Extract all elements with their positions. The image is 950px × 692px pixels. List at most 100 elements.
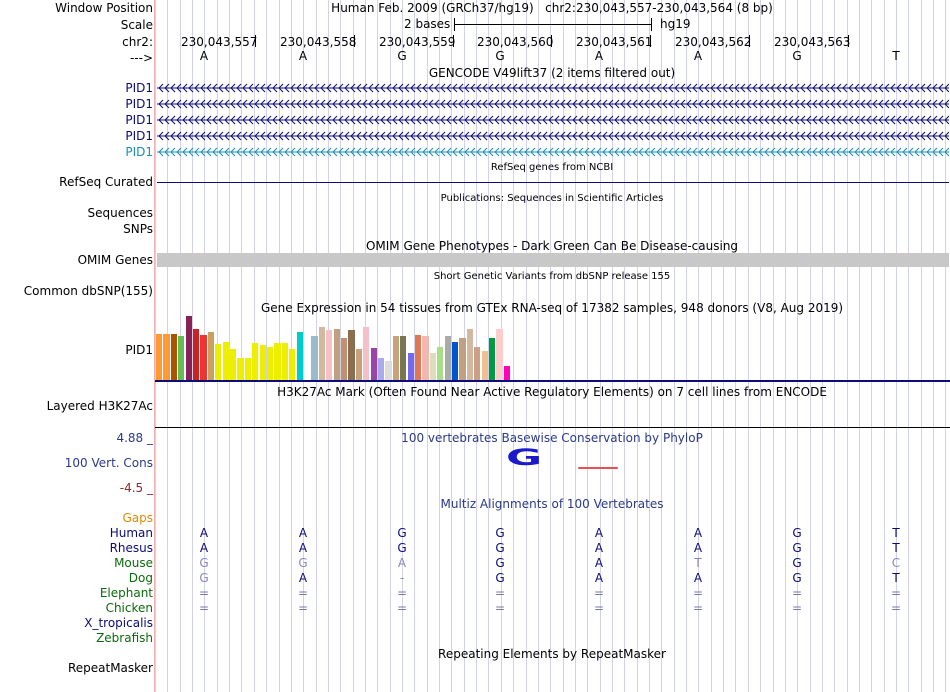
gtex-tissue-bar[interactable] bbox=[348, 330, 355, 380]
grid-line bbox=[637, 0, 638, 692]
gencode-transcript[interactable] bbox=[157, 131, 949, 141]
grid-line bbox=[192, 0, 193, 692]
gtex-tissue-bar[interactable] bbox=[355, 349, 363, 380]
conservation-logo-letter[interactable]: G bbox=[505, 446, 543, 471]
ruler-coordinate: 230,043,562 bbox=[675, 35, 752, 49]
scale-label: Scale bbox=[120, 18, 153, 32]
gtex-tissue-bar[interactable] bbox=[400, 336, 407, 380]
gtex-tissue-bar[interactable] bbox=[259, 345, 266, 380]
gencode-transcript[interactable] bbox=[157, 83, 949, 93]
gtex-tissue-bar[interactable] bbox=[333, 329, 340, 380]
gtex-tissue-bar[interactable] bbox=[407, 353, 414, 380]
gtex-label[interactable]: PID1 bbox=[125, 343, 153, 357]
gtex-tissue-bar[interactable] bbox=[311, 336, 318, 380]
gtex-tissue-bar[interactable] bbox=[289, 349, 296, 380]
gtex-tissue-bar[interactable] bbox=[163, 334, 170, 380]
gtex-tissue-bar[interactable] bbox=[326, 330, 333, 380]
species-label[interactable]: Zebrafish bbox=[96, 631, 153, 645]
dbsnp-title: Short Genetic Variants from dbSNP releas… bbox=[433, 271, 671, 282]
gtex-tissue-bar[interactable] bbox=[363, 327, 370, 380]
gtex-tissue-bar[interactable] bbox=[230, 349, 237, 380]
gencode-item-label[interactable]: PID1 bbox=[125, 129, 153, 143]
gtex-tissue-bar[interactable] bbox=[244, 358, 252, 380]
gtex-tissue-bar[interactable] bbox=[178, 336, 185, 380]
gtex-tissue-bar[interactable] bbox=[392, 336, 400, 380]
omim-feature-bar[interactable] bbox=[157, 253, 949, 267]
gtex-tissue-bar[interactable] bbox=[481, 351, 488, 380]
gencode-transcript[interactable] bbox=[157, 99, 949, 109]
alignment-base: A bbox=[199, 526, 209, 540]
gtex-tissue-bar[interactable] bbox=[296, 332, 303, 380]
gencode-transcript[interactable] bbox=[157, 147, 949, 157]
publications-label[interactable]: Sequences bbox=[87, 206, 153, 220]
gencode-item-label[interactable]: PID1 bbox=[125, 145, 153, 159]
alignment-base: = bbox=[494, 586, 506, 600]
conservation-negative-signal[interactable] bbox=[578, 467, 618, 469]
grid-line bbox=[884, 0, 885, 692]
gtex-tissue-bar[interactable] bbox=[378, 358, 385, 380]
repeatmasker-label[interactable]: RepeatMasker bbox=[67, 661, 153, 675]
alignment-base: G bbox=[397, 526, 407, 540]
gtex-tissue-bar[interactable] bbox=[370, 348, 377, 380]
gtex-tissue-bar[interactable] bbox=[466, 329, 474, 380]
species-label[interactable]: Rhesus bbox=[109, 541, 153, 555]
alignment-base: = bbox=[396, 586, 408, 600]
gtex-tissue-bar[interactable] bbox=[252, 343, 259, 380]
gtex-tissue-bar[interactable] bbox=[185, 316, 192, 380]
gtex-tissue-bar[interactable] bbox=[200, 335, 207, 380]
gtex-tissue-bar[interactable] bbox=[452, 342, 459, 380]
h3k27ac-label[interactable]: Layered H3K27Ac bbox=[46, 399, 153, 413]
gencode-item-label[interactable]: PID1 bbox=[125, 97, 153, 111]
gtex-tissue-bar[interactable] bbox=[281, 343, 289, 380]
species-label[interactable]: Chicken bbox=[105, 601, 153, 615]
gtex-tissue-bar[interactable] bbox=[415, 335, 422, 380]
refseq-gene-line[interactable] bbox=[157, 182, 949, 183]
conservation-label[interactable]: 100 Vert. Cons bbox=[64, 456, 153, 470]
alignment-base: A bbox=[594, 526, 604, 540]
gtex-tissue-bar[interactable] bbox=[170, 334, 178, 380]
gtex-tissue-bar[interactable] bbox=[429, 353, 437, 380]
gtex-tissue-bar[interactable] bbox=[422, 336, 429, 380]
gencode-transcript[interactable] bbox=[157, 115, 949, 125]
gtex-tissue-bar[interactable] bbox=[489, 338, 496, 380]
omim-label[interactable]: OMIM Genes bbox=[77, 253, 153, 267]
grid-line bbox=[933, 0, 934, 692]
gtex-tissue-bar[interactable] bbox=[193, 329, 200, 380]
gtex-tissue-bar[interactable] bbox=[437, 347, 444, 380]
gtex-tissue-bar[interactable] bbox=[385, 361, 392, 380]
gtex-tissue-bar[interactable] bbox=[274, 343, 281, 380]
gtex-tissue-bar[interactable] bbox=[207, 332, 215, 380]
species-label[interactable]: Mouse bbox=[114, 556, 153, 570]
repeatmasker-title: Repeating Elements by RepeatMasker bbox=[438, 647, 666, 661]
gtex-tissue-bar[interactable] bbox=[444, 336, 451, 380]
refseq-label[interactable]: RefSeq Curated bbox=[59, 175, 153, 189]
snps-label[interactable]: SNPs bbox=[123, 222, 153, 236]
species-label[interactable]: Human bbox=[109, 526, 153, 540]
gtex-tissue-bar[interactable] bbox=[496, 329, 503, 380]
gtex-tissue-bar[interactable] bbox=[237, 358, 244, 380]
gtex-tissue-bar[interactable] bbox=[474, 347, 481, 380]
gtex-tissue-bar[interactable] bbox=[222, 342, 229, 380]
gencode-item-label[interactable]: PID1 bbox=[125, 113, 153, 127]
gtex-tissue-bar[interactable] bbox=[318, 327, 326, 380]
gtex-baseline bbox=[155, 380, 950, 382]
alignment-base: C bbox=[891, 556, 901, 570]
grid-line bbox=[908, 0, 909, 692]
gtex-tissue-bar[interactable] bbox=[459, 338, 466, 380]
species-label[interactable]: Elephant bbox=[99, 586, 153, 600]
gtex-tissue-bar[interactable] bbox=[341, 338, 348, 380]
window-position-label: Window Position bbox=[55, 1, 153, 15]
species-label[interactable]: X_tropicalis bbox=[84, 616, 153, 630]
gtex-tissue-bar[interactable] bbox=[156, 334, 163, 380]
label-divider[interactable] bbox=[154, 0, 155, 692]
gtex-tissue-bar[interactable] bbox=[503, 366, 511, 380]
gtex-tissue-bar[interactable] bbox=[267, 347, 274, 380]
gaps-label[interactable]: Gaps bbox=[122, 511, 153, 525]
dbsnp-label[interactable]: Common dbSNP(155) bbox=[23, 284, 153, 298]
species-label[interactable]: Dog bbox=[128, 571, 153, 585]
reference-base: A bbox=[693, 49, 703, 63]
gtex-bar-chart[interactable] bbox=[155, 316, 535, 380]
gencode-item-label[interactable]: PID1 bbox=[125, 81, 153, 95]
gtex-tissue-bar[interactable] bbox=[215, 344, 222, 380]
grid-line bbox=[674, 0, 675, 692]
